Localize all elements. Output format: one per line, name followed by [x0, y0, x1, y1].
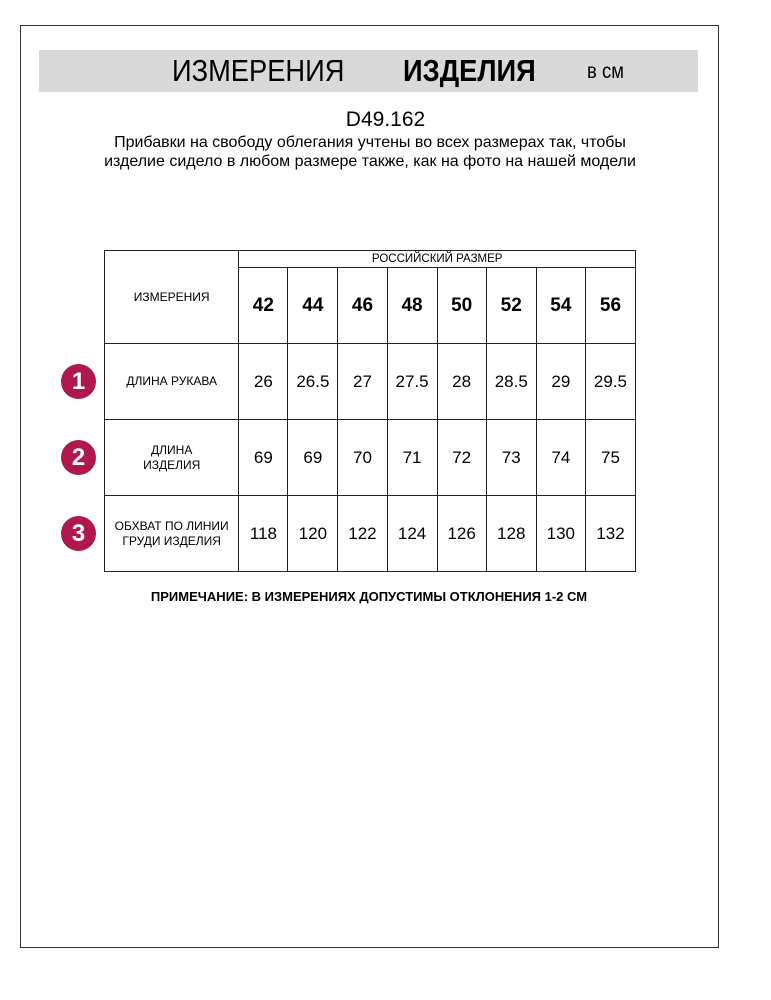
page-frame — [20, 25, 719, 948]
size-cell: 56 — [584, 267, 637, 344]
value-cell: 69 — [287, 419, 339, 496]
row-label: ДЛИНА ИЗДЕЛИЯ — [103, 419, 240, 496]
row-number-badge: 1 — [61, 364, 96, 399]
measure-header: ИЗМЕРЕНИЯ — [103, 250, 240, 344]
size-cell: 54 — [535, 267, 586, 344]
value-cell: 132 — [584, 495, 637, 572]
size-cell: 42 — [238, 267, 289, 344]
title-regular: ИЗМЕРЕНИЯ — [172, 53, 345, 88]
title-unit: в см — [587, 60, 624, 83]
value-cell: 126 — [436, 495, 487, 572]
row-number-badge: 3 — [61, 516, 96, 551]
row-label: ОБХВАТ ПО ЛИНИИ ГРУДИ ИЗДЕЛИЯ — [103, 495, 240, 572]
value-cell: 26 — [238, 343, 289, 420]
value-cell: 122 — [337, 495, 388, 572]
value-cell: 130 — [535, 495, 586, 572]
value-cell: 74 — [535, 419, 586, 496]
description: Прибавки на свободу облегания учтены во … — [104, 134, 636, 170]
note: ПРИМЕЧАНИЕ: В ИЗМЕРЕНИЯХ ДОПУСТИМЫ ОТКЛО… — [150, 589, 588, 604]
value-cell: 128 — [485, 495, 537, 572]
size-cell: 44 — [287, 267, 339, 344]
row-label: ДЛИНА РУКАВА — [103, 343, 240, 420]
table-row: ДЛИНА РУКАВА 26 26.5 27 27.5 28 28.5 29 … — [103, 343, 637, 420]
title-bold: ИЗДЕЛИЯ — [403, 53, 536, 88]
value-cell: 70 — [337, 419, 388, 496]
value-cell: 28.5 — [485, 343, 537, 420]
value-cell: 118 — [238, 495, 289, 572]
value-cell: 75 — [584, 419, 637, 496]
size-cell: 48 — [386, 267, 438, 344]
product-code: D49.162 — [345, 108, 426, 131]
value-cell: 73 — [485, 419, 537, 496]
value-cell: 27 — [337, 343, 388, 420]
size-cell: 52 — [485, 267, 537, 344]
size-table: ИЗМЕРЕНИЯ РОССИЙСКИЙ РАЗМЕР 42 44 46 48 … — [103, 250, 637, 572]
value-cell: 120 — [287, 495, 339, 572]
title-banner — [39, 50, 698, 92]
table-row: ДЛИНА ИЗДЕЛИЯ 69 69 70 71 72 73 74 75 — [103, 419, 637, 496]
value-cell: 71 — [386, 419, 438, 496]
value-cell: 28 — [436, 343, 487, 420]
size-group-header: РОССИЙСКИЙ РАЗМЕР — [238, 250, 636, 268]
value-cell: 69 — [238, 419, 289, 496]
row-number-badge: 2 — [61, 440, 96, 475]
value-cell: 124 — [386, 495, 438, 572]
table-row: ОБХВАТ ПО ЛИНИИ ГРУДИ ИЗДЕЛИЯ 118 120 12… — [103, 495, 637, 572]
size-cell: 50 — [436, 267, 487, 344]
value-cell: 29.5 — [584, 343, 637, 420]
size-cell: 46 — [337, 267, 388, 344]
value-cell: 72 — [436, 419, 487, 496]
value-cell: 27.5 — [386, 343, 438, 420]
value-cell: 29 — [535, 343, 586, 420]
value-cell: 26.5 — [287, 343, 339, 420]
